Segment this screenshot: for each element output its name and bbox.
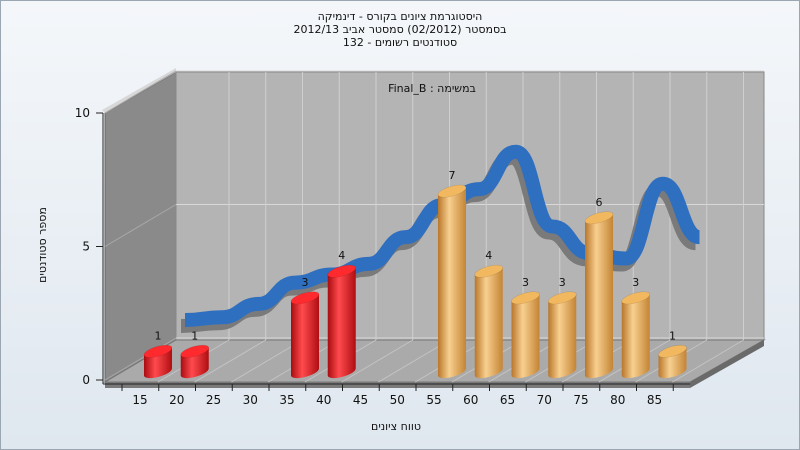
y-tick-label: 5 (82, 240, 90, 254)
bar-body (585, 214, 613, 379)
floor-gridline (672, 339, 744, 383)
bar-body (621, 294, 650, 379)
annotation-label: במשימה : Final_B (388, 82, 476, 95)
bar-top (180, 344, 209, 358)
x-tick-label: 20 (169, 393, 184, 407)
bar (511, 291, 540, 379)
bar-top (621, 291, 650, 305)
floor-gridline (341, 339, 414, 383)
bar-value-label: 1 (669, 329, 676, 342)
x-tick-label: 70 (537, 393, 552, 407)
bar-top (290, 291, 320, 305)
x-tick-label: 40 (316, 393, 331, 407)
bar-body (291, 294, 319, 379)
floor-gridline (194, 339, 267, 383)
x-tick-label: 65 (500, 393, 515, 407)
x-tick-label: 80 (610, 393, 625, 407)
bar (474, 264, 503, 379)
x-axis-label: טווח ציונים (371, 420, 421, 433)
bar-value-label: 7 (449, 169, 456, 182)
chart-title: היסטוגרמת ציונים בקורס - דינמיקה בסמסטר … (0, 10, 800, 49)
bar (180, 344, 209, 379)
bar-top (437, 184, 467, 198)
bar (658, 344, 687, 379)
side-gridline (104, 337, 177, 381)
y-tick-label: 10 (75, 106, 90, 120)
bar (143, 344, 173, 379)
bar-body (548, 294, 577, 379)
y-axis-label: מספר סטודנטים (36, 207, 49, 283)
x-tick-label: 45 (353, 393, 368, 407)
y-tick-label: 0 (82, 373, 90, 387)
bar (290, 291, 320, 379)
bar-value-label: 3 (522, 276, 529, 289)
floor-gridline (378, 339, 450, 383)
x-tick-label: 15 (132, 393, 147, 407)
x-tick-label: 50 (390, 393, 405, 407)
x-tick-label: 60 (463, 393, 478, 407)
bar-body (474, 267, 503, 379)
bar-value-label: 4 (485, 249, 492, 262)
x-tick-label: 30 (243, 393, 258, 407)
side-gridline (104, 70, 177, 114)
x-tick-label: 25 (206, 393, 221, 407)
side-gridline (104, 204, 177, 247)
bar-value-label: 3 (632, 276, 639, 289)
bar-body (438, 187, 466, 379)
title-line-1: היסטוגרמת ציונים בקורס - דינמיקה (317, 10, 483, 23)
bar-top (584, 211, 614, 225)
bar-top (548, 291, 577, 305)
axes: 0 5 10 15 20 25 30 35 40 45 50 55 60 65 70 75 80 85 (75, 106, 690, 407)
bar-top (511, 291, 540, 305)
bar-value-label: 1 (155, 329, 162, 342)
bar-body (327, 267, 356, 379)
x-tick-label: 75 (573, 393, 588, 407)
bar-top (474, 264, 503, 278)
bar (327, 264, 356, 379)
x-tick-label: 35 (279, 393, 294, 407)
bar-value-label: 1 (191, 329, 198, 342)
side-wall (104, 71, 177, 383)
bar-value-label: 3 (302, 276, 309, 289)
floor-gridline (231, 339, 303, 383)
title-line-3: סטודנטים רשומים - 132 (342, 36, 458, 49)
bar-top (327, 264, 356, 278)
x-tick-label: 55 (426, 393, 441, 407)
floor-edge (105, 382, 690, 388)
bars: 1 1 3 4 7 4 3 3 6 3 1 (143, 169, 687, 379)
bar (621, 291, 650, 379)
bar-value-label: 4 (338, 249, 345, 262)
bar-top (143, 344, 173, 358)
bar-value-label: 6 (596, 196, 603, 209)
bar (437, 184, 467, 379)
bar (548, 291, 577, 379)
x-tick-label: 85 (647, 393, 662, 407)
bar-body (511, 294, 540, 379)
bar-top (658, 344, 687, 358)
right-edge (690, 340, 764, 388)
top-edge (102, 68, 176, 113)
title-line-2: בסמסטר (02/2012) סמסטר אביב 2012/13 (293, 23, 507, 36)
bar (584, 211, 614, 379)
bar-value-label: 3 (559, 276, 566, 289)
